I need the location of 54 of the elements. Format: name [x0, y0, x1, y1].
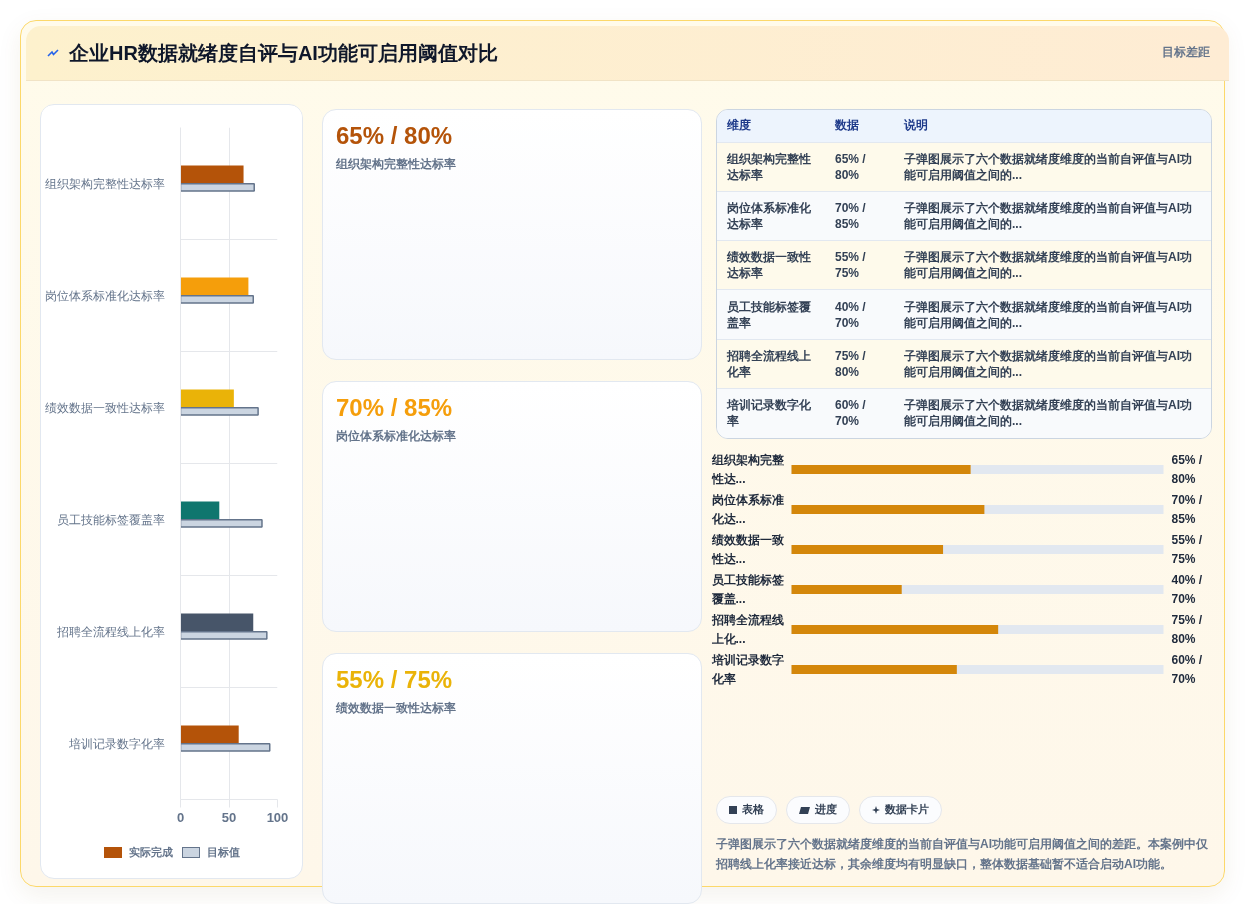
- table-header: 维度 数据 说明: [717, 110, 1211, 142]
- y-tick-label: 招聘全流程线上化率: [55, 624, 165, 639]
- category-label: 数据: [834, 117, 860, 135]
- bar: [180, 518, 263, 528]
- legend-label: 实际完成: [129, 845, 173, 859]
- category-label: 维度: [726, 117, 752, 135]
- x-tick-label: 50: [221, 809, 237, 825]
- bar: [180, 613, 254, 632]
- bar: [791, 585, 902, 594]
- y-tick-label: 绩效数据一致性达标率: [44, 400, 165, 415]
- bar: [180, 294, 254, 304]
- bar: [180, 165, 244, 184]
- data-label: 70% / 85%: [1171, 493, 1203, 526]
- chip: 表格: [716, 796, 777, 824]
- bar: [180, 630, 268, 640]
- data-label: 55% / 75%: [1171, 533, 1203, 566]
- data-label: 60% / 70%: [1171, 653, 1203, 686]
- data-label: 65% / 80%: [1171, 453, 1203, 486]
- bar: [180, 742, 271, 752]
- x-tick-label: 100: [266, 809, 289, 825]
- legend: 实际完成 目标值: [46, 836, 302, 878]
- chip: 数据卡片: [859, 796, 942, 824]
- table-row: 组织架构完整性达标率 65% / 80% 子弹图展示了六个数据就绪度维度的当前自评值与AI功能可启用阈值之间的...: [717, 142, 1211, 192]
- y-tick-label: 绩效数据一致性达...: [710, 533, 784, 566]
- bar: [180, 501, 220, 520]
- y-tick-label: 岗位体系标准化达...: [710, 493, 784, 526]
- legend-label: 目标值: [207, 845, 240, 859]
- table-row: 岗位体系标准化达标率 70% / 85% 子弹图展示了六个数据就绪度维度的当前自评值与AI功能可启用阈值之间的...: [717, 191, 1211, 241]
- y-tick-label: 组织架构完整性达标率: [44, 176, 165, 191]
- y-tick-label: 员工技能标签覆盖...: [710, 573, 784, 606]
- card: 70% / 85% 岗位体系标准化达标率: [322, 381, 702, 632]
- table-row: 培训记录数字化率 60% / 70% 子弹图展示了六个数据就绪度维度的当前自评值与AI功能可启用阈值之间的...: [717, 388, 1211, 438]
- y-tick-label: 组织架构完整性达...: [710, 453, 785, 486]
- bar: [180, 389, 234, 408]
- bar: [180, 277, 249, 296]
- table-row: 员工技能标签覆盖率 40% / 70% 子弹图展示了六个数据就绪度维度的当前自评值与AI功能可启用阈值之间的...: [717, 289, 1211, 340]
- y-tick-label: 招聘全流程线上化...: [710, 613, 784, 646]
- text: 企业HR数据就绪度自评与AI功能可启用阈值对比: [69, 40, 498, 66]
- y-tick-label: 岗位体系标准化达标率: [44, 288, 165, 303]
- x-tick-label: 0: [176, 809, 185, 825]
- card: 65% / 80% 组织架构完整性达标率: [322, 109, 702, 360]
- y-tick-label: 培训记录数字化率: [710, 653, 784, 686]
- y-tick-label: 培训记录数字化率: [67, 736, 165, 751]
- data-label: 75% / 80%: [1171, 613, 1203, 646]
- data-label: 40% / 70%: [1171, 573, 1203, 606]
- bar: [180, 182, 255, 192]
- chip: 进度: [786, 796, 850, 824]
- card: 55% / 75% 绩效数据一致性达标率: [322, 653, 702, 904]
- text: 子弹图展示了六个数据就绪度维度的当前自评值与AI功能可启用阈值之间的差距。本案例中仅招聘线上化率接近达标，其余维度均有明显缺口，整体数据基础暂不适合启动AI功能。: [716, 836, 1209, 873]
- text: 目标差距: [1162, 44, 1210, 62]
- category-label: 说明: [903, 117, 929, 135]
- bar: [180, 725, 239, 744]
- y-tick-label: 员工技能标签覆盖率: [56, 512, 165, 527]
- bar: [180, 406, 259, 416]
